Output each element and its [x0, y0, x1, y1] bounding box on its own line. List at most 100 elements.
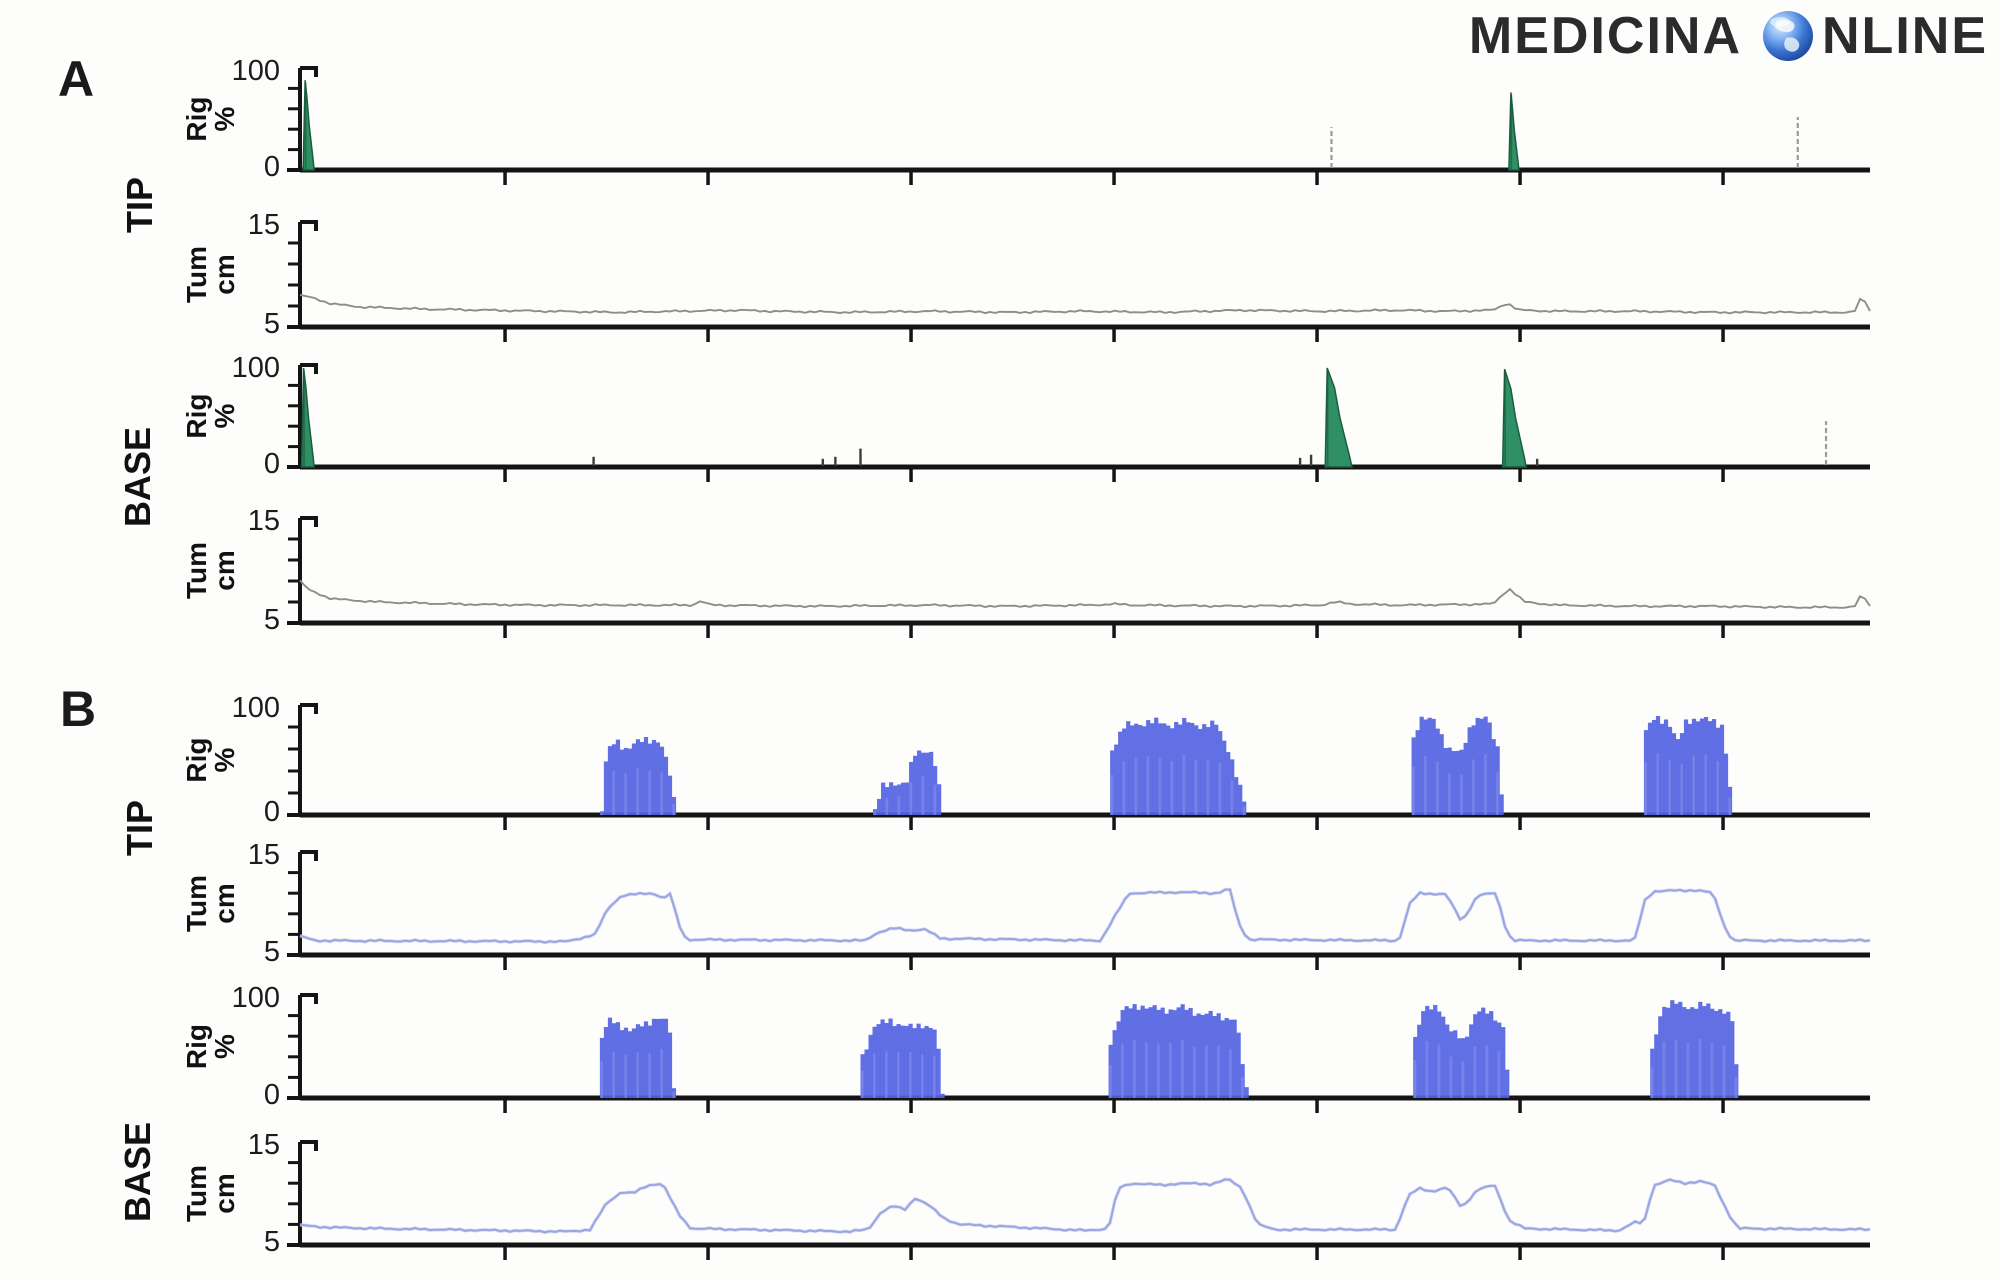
rigidity-episode-bar — [1190, 722, 1195, 815]
rigidity-episode-bar-light — [1449, 1056, 1453, 1098]
rigidity-episode-bar-light — [636, 1052, 639, 1098]
rigidity-episode-bar — [663, 756, 669, 815]
y-min-label: 0 — [264, 1079, 280, 1111]
rigidity-episode-bar-light — [600, 1060, 603, 1098]
y-axis-title: Tumcm — [181, 875, 240, 932]
y-axis-top-bracket — [300, 220, 318, 231]
rigidity-episode-bar — [1427, 717, 1432, 815]
tumescence-trace — [299, 1178, 1871, 1234]
rigidity-episode-bar — [1154, 717, 1159, 815]
rigidity-episode-bar — [877, 798, 882, 815]
rigidity-episode-bar — [881, 782, 886, 815]
rigidity-episode-bar-light — [1668, 760, 1672, 815]
rigidity-episode-bar — [667, 1032, 673, 1098]
rigidity-episode-bar — [1499, 794, 1504, 815]
rigidity-episode-bar-light — [1134, 758, 1138, 815]
tumescence-trace — [299, 293, 1871, 315]
rigidity-episode-bar-light — [1722, 1045, 1726, 1098]
rigidity-episode-bar — [1441, 1016, 1446, 1098]
panel-b-label: B — [60, 681, 97, 737]
rigidity-episode-bar — [1232, 1019, 1237, 1098]
rigidity-episode-bar — [639, 1026, 645, 1098]
rigidity-episode-bar-light — [1169, 1043, 1172, 1098]
green-rigidity-spike — [302, 80, 315, 171]
rigidity-episode-bar — [1711, 719, 1717, 815]
rigidity-episode-bar-light — [1413, 1060, 1417, 1098]
rigidity-episode-bar-light — [884, 1051, 888, 1098]
rigidity-episode-bar — [1174, 722, 1179, 815]
rigidity-episode-bar — [1465, 1036, 1470, 1098]
rigidity-episode-bar — [1415, 730, 1420, 815]
rigidity-episode-bar — [1481, 1007, 1486, 1098]
tumescence-trace-halo — [299, 887, 1871, 945]
rigidity-episode-bar — [663, 1018, 669, 1098]
rigidity-episode-bar — [1429, 1009, 1434, 1098]
rigidity-episode-bar-light — [648, 770, 651, 815]
rigidity-episode-bar — [1162, 723, 1167, 815]
rigidity-episode-bar — [1226, 752, 1231, 815]
y-axis-title: Rig% — [181, 737, 240, 782]
rigidity-episode-bar-light — [1710, 1042, 1714, 1098]
rigidity-episode-bar — [1128, 1008, 1133, 1098]
rigidity-episode-bar-light — [1217, 1045, 1220, 1098]
rigidity-episode-bar-light — [1121, 1043, 1124, 1098]
rigidity-episode-bar — [1651, 719, 1657, 815]
rigidity-episode-bar — [1172, 1010, 1177, 1098]
rigidity-episode-bar — [1224, 1017, 1229, 1098]
medicina-online-logo: MEDICINA NLINE — [1469, 6, 1988, 66]
rigidity-episode-bar — [1477, 1011, 1482, 1098]
rigidity-episode-bar-light — [1448, 773, 1451, 815]
rigidity-episode-bar — [639, 742, 645, 815]
rigidity-episode-bar — [1687, 723, 1693, 815]
rigidity-episode-bar — [937, 784, 942, 815]
rigidity-episode-bar — [1148, 1007, 1153, 1098]
rigidity-episode-bar-light — [600, 812, 603, 815]
rigidity-episode-bar-light — [1110, 774, 1114, 815]
rigidity-episode-bar-light — [1122, 761, 1126, 815]
rigidity-episode-bar-light — [1205, 1045, 1208, 1098]
rigidity-episode-bar-light — [1686, 1042, 1690, 1098]
rigidity-episode-bar-light — [872, 1053, 876, 1098]
rigidity-episode-bar-light — [1158, 758, 1162, 815]
y-min-label: 5 — [264, 936, 280, 968]
green-rigidity-spike — [1324, 367, 1353, 468]
y-axis-top-bracket — [300, 850, 318, 861]
rigidity-episode-bar — [1726, 1011, 1731, 1098]
rigidity-episode-bar-light — [1145, 1042, 1148, 1098]
rigidity-episode-bar — [619, 1030, 625, 1098]
rigidity-episode-bar-light — [1473, 1046, 1477, 1098]
rigidity-episode-bar — [1501, 1027, 1506, 1098]
rigidity-episode-bar-light — [1728, 797, 1732, 815]
rigidity-episode-bar — [900, 1025, 905, 1098]
rigidity-episode-bar — [901, 782, 906, 815]
rigidity-episode-bar-light — [860, 1070, 864, 1098]
rigidity-episode-bar — [1690, 1007, 1695, 1098]
rigidity-episode-bar-light — [624, 773, 627, 815]
rigidity-episode-bar — [1433, 1005, 1438, 1098]
rigidity-episode-bar-light — [1425, 1040, 1429, 1098]
rigidity-episode-bar — [1718, 1009, 1723, 1098]
rigidity-episode-bar — [1453, 1030, 1458, 1098]
rigidity-episode-bar — [1702, 1006, 1707, 1098]
rigidity-episode-bar — [1683, 719, 1689, 815]
rigidity-episode-bar-light — [636, 768, 639, 815]
rigidity-episode-bar-light — [921, 776, 925, 815]
rigidity-episode-bar-light — [1206, 760, 1210, 815]
y-axis-title: Rig% — [181, 1024, 240, 1069]
rigidity-episode-bar — [1706, 1003, 1711, 1098]
rigidity-episode-bar — [1463, 742, 1468, 815]
rigidity-episode-bar — [916, 1023, 921, 1098]
rigidity-episode-bar — [1431, 718, 1436, 815]
rigidity-episode-bar-light — [933, 784, 937, 815]
y-max-label: 100 — [232, 982, 280, 1014]
rigidity-episode-bar — [1675, 739, 1681, 815]
rigidity-episode-bar — [864, 1049, 869, 1098]
rigidity-episode-bar — [1138, 724, 1143, 815]
y-axis-title: Tumcm — [181, 246, 240, 303]
rigidity-episode-bar-light — [1182, 754, 1186, 815]
rigidity-episode-bar — [1443, 747, 1448, 815]
rigidity-episode-bar — [1491, 739, 1496, 815]
rigidity-episode-bar-light — [672, 1091, 675, 1098]
rigidity-episode-bar-light — [1437, 1044, 1441, 1098]
rigidity-episode-bar — [1130, 725, 1135, 815]
